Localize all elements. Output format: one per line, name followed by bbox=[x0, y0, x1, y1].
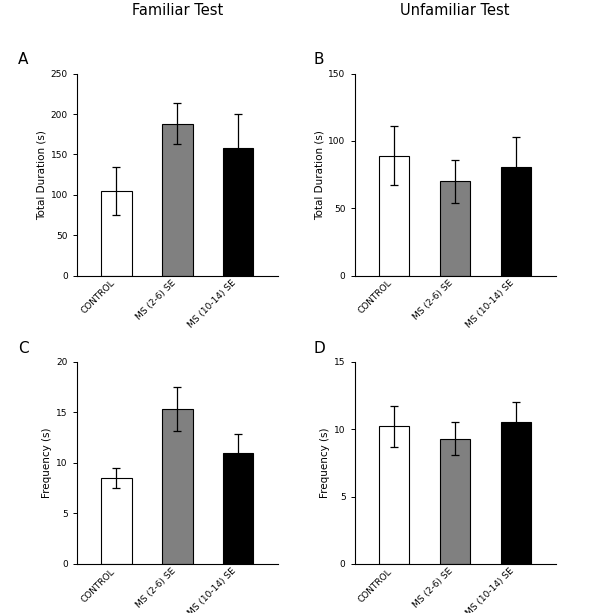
Y-axis label: Frequency (s): Frequency (s) bbox=[42, 427, 52, 498]
Bar bbox=[379, 156, 410, 276]
Bar bbox=[101, 478, 132, 564]
Bar bbox=[440, 181, 470, 276]
Bar bbox=[223, 452, 254, 564]
Bar bbox=[501, 167, 531, 276]
Bar bbox=[223, 148, 254, 276]
Text: Unfamiliar Test: Unfamiliar Test bbox=[400, 4, 510, 18]
Text: Familiar Test: Familiar Test bbox=[132, 4, 223, 18]
Bar bbox=[162, 124, 193, 276]
Y-axis label: Frequency (s): Frequency (s) bbox=[320, 427, 330, 498]
Y-axis label: Total Duration (s): Total Duration (s) bbox=[37, 130, 46, 219]
Y-axis label: Total Duration (s): Total Duration (s) bbox=[314, 130, 324, 219]
Bar bbox=[101, 191, 132, 276]
Text: B: B bbox=[313, 53, 324, 67]
Bar bbox=[379, 427, 410, 564]
Bar bbox=[162, 409, 193, 564]
Bar bbox=[501, 422, 531, 564]
Text: C: C bbox=[18, 341, 28, 356]
Bar bbox=[440, 438, 470, 564]
Text: A: A bbox=[18, 53, 28, 67]
Text: D: D bbox=[313, 341, 325, 356]
